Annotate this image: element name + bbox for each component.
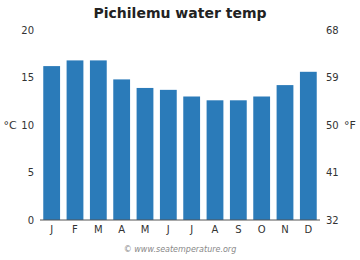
- x-tick-label: A: [118, 224, 125, 235]
- y2-tick-label: 41: [326, 167, 339, 178]
- bar: [300, 72, 317, 220]
- x-tick-label: S: [235, 224, 241, 235]
- bar: [67, 60, 84, 220]
- bars: [43, 60, 316, 220]
- y2-tick-label: 68: [326, 25, 339, 36]
- y-tick-label: 0: [28, 215, 34, 226]
- y2-tick-label: 32: [326, 215, 339, 226]
- y-axis-label: °C: [3, 119, 17, 132]
- bar: [43, 66, 60, 220]
- bar: [253, 97, 270, 221]
- x-tick-label: M: [141, 224, 150, 235]
- x-tick-label: D: [304, 224, 312, 235]
- y-tick-label: 20: [21, 25, 34, 36]
- x-tick-label: A: [212, 224, 219, 235]
- x-tick-label: O: [258, 224, 266, 235]
- bar: [160, 90, 177, 220]
- x-tick-label: F: [72, 224, 78, 235]
- x-tick-label: M: [94, 224, 103, 235]
- y-tick-label: 10: [21, 120, 34, 131]
- chart: Pichilemu water temp J F M A M J J A S O N D 0 5 10 15 20…: [0, 0, 360, 260]
- bar: [137, 88, 154, 220]
- bar: [90, 60, 107, 220]
- x-tick-label: J: [49, 224, 53, 235]
- bar: [230, 100, 247, 220]
- watermark: © www.seatemperature.org: [124, 245, 236, 254]
- x-tick-label: J: [166, 224, 170, 235]
- bar: [277, 85, 294, 220]
- title: Pichilemu water temp: [94, 5, 267, 21]
- x-tick-label: J: [189, 224, 193, 235]
- x-axis-line: [40, 220, 320, 221]
- bar: [113, 79, 130, 220]
- y2-tick-label: 50: [326, 120, 339, 131]
- y-tick-label: 15: [21, 72, 34, 83]
- y2-tick-label: 59: [326, 72, 339, 83]
- bar: [207, 100, 224, 220]
- y-tick-label: 5: [28, 167, 34, 178]
- y2-axis-label: °F: [344, 119, 356, 132]
- bar: [183, 97, 200, 221]
- x-tick-label: N: [281, 224, 288, 235]
